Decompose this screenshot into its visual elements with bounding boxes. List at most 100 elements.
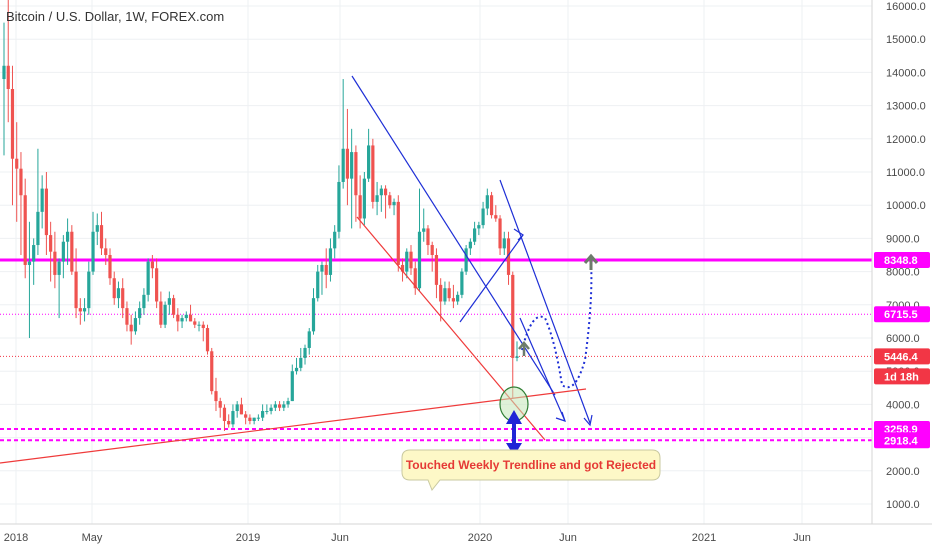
candle-body [82,308,87,312]
candle-body [163,304,167,325]
x-tick-label: 2018 [4,532,28,544]
candle-body [434,255,439,285]
weekly-trendline [0,388,587,464]
candle-body [256,417,260,419]
time-axis-background [0,524,932,550]
y-tick-label: 9000.0 [886,233,920,245]
candle-body [150,261,154,269]
y-tick-label: 12000.0 [886,134,926,146]
candle-body [417,231,422,289]
candle-body [273,404,277,408]
candle-body [57,261,61,275]
y-tick-label: 8000.0 [886,267,920,279]
candle-body [324,264,328,275]
candle-body [146,261,150,295]
candle-body [282,404,286,408]
candle-body [23,195,27,265]
candle-body [477,225,481,229]
candle-body [383,188,388,196]
candle-body [422,228,426,232]
price-tag-bg [874,348,930,365]
candle-body [290,371,294,402]
price-tag-bg [874,306,930,323]
candle-body [193,321,197,325]
candle-body [104,248,108,255]
candle-body [197,324,201,326]
price-tag-label: 5446.4 [884,351,919,363]
candle-body [15,158,19,169]
candle-body [367,145,371,179]
candle-body [201,324,205,329]
candle-body [358,195,362,219]
candle-body [61,241,65,262]
candle-body [379,188,383,196]
time-axis: 2018 May 2019 Jun 2020 Jun 2021 Jun [4,532,811,544]
blue-channel-upper-line [351,75,556,396]
candle-body [227,421,231,425]
x-tick-label: 2020 [468,532,492,544]
candle-body [451,298,456,302]
candle-body [138,308,142,319]
candle-body [485,195,489,209]
price-tag-label: 8348.8 [884,255,918,267]
y-tick-label: 1000.0 [886,499,920,511]
candle-body [316,271,320,299]
candle-body [337,181,341,232]
candle-body [214,391,218,402]
candle-body [121,288,125,309]
candle-body [307,331,311,348]
candle-body [87,271,91,309]
drawing-layer: Touched Weekly Trendline and got Rejecte… [0,75,661,491]
candle-body [2,65,6,80]
blue-arrowhead-1 [513,228,524,241]
candle-body [180,318,184,322]
candle-body [464,248,468,272]
y-tick-label: 14000.0 [886,67,926,79]
candle-body [320,264,324,272]
candle-body [222,407,227,421]
y-tick-label: 11000.0 [886,167,925,179]
annotation-text: Touched Weekly Trendline and got Rejecte… [406,458,656,472]
gray-up-arrow-small [518,341,530,356]
y-tick-label: 13000.0 [886,101,926,113]
candle-body [303,347,307,358]
candle-body [473,228,477,242]
x-tick-label: 2021 [692,532,716,544]
candle-body [269,407,273,412]
candle-body [40,188,44,212]
candle-body [210,351,214,392]
candle-body [49,235,53,252]
annotation-callout [401,449,661,491]
y-tick-label: 4000.0 [886,399,920,411]
countdown-tag-bg [874,368,930,385]
candle-layer [2,0,519,431]
candle-body [112,278,116,299]
blue-channel-lower-line [519,317,566,422]
candle-body [460,271,464,295]
candle-body [171,298,176,315]
candle-body [231,411,235,425]
candle-body [167,298,171,305]
projection-path [521,261,593,389]
candle-body [447,288,451,299]
candle-body [74,271,78,309]
candle-body [511,274,515,358]
candle-body [205,328,210,352]
candle-body [426,228,430,246]
candle-body [277,404,282,408]
candle-body [95,225,99,232]
candle-body [53,251,57,275]
candle-body [27,261,32,265]
candle-body [341,148,345,182]
x-tick-label: May [82,532,103,544]
candle-body [396,201,400,265]
candle-body [400,264,405,272]
candle-body [311,298,316,332]
candle-body [506,238,511,275]
candle-body [244,414,248,418]
candle-body [32,245,36,262]
y-tick-label: 10000.0 [886,200,926,212]
